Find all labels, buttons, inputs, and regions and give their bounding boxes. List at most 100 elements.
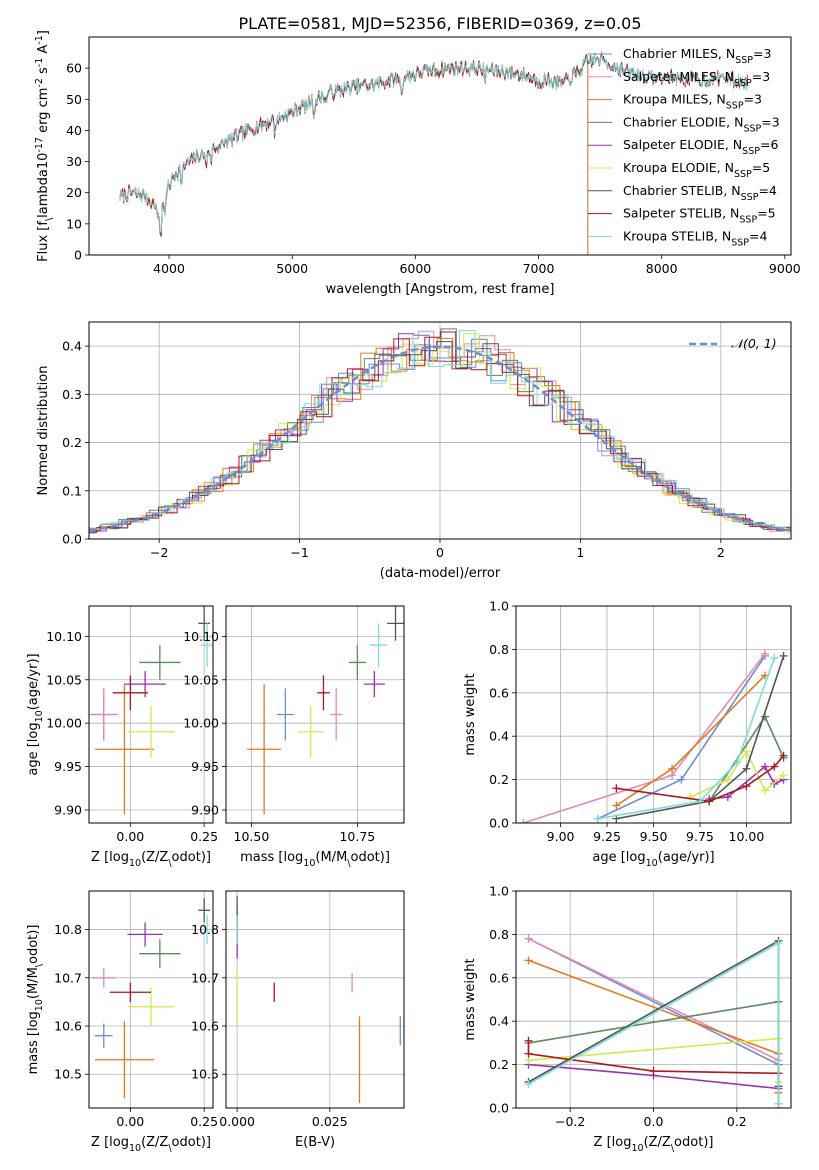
weight-marker xyxy=(612,784,621,793)
x-tick-label: 0.0 xyxy=(644,1114,664,1129)
y-tick-label: 0.4 xyxy=(489,729,509,744)
label-part: mass [log xyxy=(240,850,303,865)
label-part: =3 xyxy=(761,114,779,129)
label-part: ( xyxy=(141,1135,146,1150)
plot-area xyxy=(91,898,213,1099)
axes-frame xyxy=(88,890,214,1109)
weight-marker xyxy=(723,775,732,784)
error-bar-point xyxy=(89,688,119,741)
axes-frame xyxy=(225,605,405,824)
x-axis-label: (data-model)/error xyxy=(380,566,501,581)
y-axis-label: mass weight xyxy=(463,958,478,1040)
y-tick-label: 60 xyxy=(66,61,82,76)
weight-marker xyxy=(524,1049,533,1058)
x-tick-label: 10.75 xyxy=(339,829,375,844)
label-part: \ xyxy=(168,1143,172,1154)
x-axis-label: mass [log10(M/M\odot)] xyxy=(240,850,390,869)
label-part: SSP xyxy=(734,78,752,89)
error-bar-point xyxy=(94,684,154,815)
x-tick-label: 9.50 xyxy=(640,829,668,844)
label-part: Chabrier ELODIE, N xyxy=(623,114,743,129)
error-bar-point xyxy=(363,671,385,698)
label-part: odot xyxy=(26,935,41,964)
label-part: erg cm xyxy=(36,88,51,137)
label-part: =5 xyxy=(757,206,775,221)
label-part: M/M xyxy=(320,850,347,865)
label-part: Z [log xyxy=(91,850,129,865)
x-tick-label: −1 xyxy=(290,545,308,560)
legend-label: Chabrier ELODIE, NSSP=3 xyxy=(623,114,780,134)
weight-series-line xyxy=(616,655,785,820)
histogram-step xyxy=(89,333,791,534)
x-tick-label: −2 xyxy=(150,545,168,560)
y-tick-label: 9.95 xyxy=(191,759,219,774)
error-bar-point xyxy=(94,1023,113,1048)
weight-marker xyxy=(695,797,704,806)
label-part: E(B-V) xyxy=(295,1135,335,1150)
label-part: (data-model)/error xyxy=(380,566,501,581)
label-part: Chabrier MILES, N xyxy=(623,46,735,61)
weight-series-line xyxy=(528,1000,779,1044)
x-tick-label: 9.00 xyxy=(547,829,575,844)
label-part: SSP xyxy=(742,146,760,157)
legend-label: Salpeter MILES, NSSP=3 xyxy=(623,69,770,89)
error-bar-point xyxy=(91,968,116,988)
label-part: SSP xyxy=(741,192,759,203)
label-part: Salpeter ELODIE, N xyxy=(623,137,742,152)
x-tick-label: 0.2 xyxy=(727,1114,747,1129)
y-tick-label: 0 xyxy=(74,248,82,263)
label-part: s xyxy=(36,67,51,78)
mass-vs-ebv-panel: 0.000 0.025 10.5 10.6 10.7 10.8 E(B-V) xyxy=(191,890,405,1150)
y-axis-label: mass weight xyxy=(463,673,478,755)
x-tick-label: 10.50 xyxy=(234,829,270,844)
y-tick-label: 0.4 xyxy=(62,339,82,354)
y-tick-label: 0.0 xyxy=(62,532,82,547)
x-tick-label: 0.25 xyxy=(190,1114,218,1129)
y-tick-label: 10.5 xyxy=(191,1067,219,1082)
spectrum-panel: 4000 5000 6000 7000 8000 9000 0 10 20 30 40 50 60 wav… xyxy=(34,30,801,297)
x-tick-label: 9.25 xyxy=(593,829,621,844)
label-part: ( xyxy=(315,850,320,865)
label-part: age [log xyxy=(26,722,41,775)
y-tick-label: 0.6 xyxy=(489,970,509,985)
y-tick-label: 0.2 xyxy=(489,772,509,787)
y-tick-label: 10 xyxy=(66,216,82,231)
weight-marker xyxy=(779,751,788,760)
label-part: )] xyxy=(704,850,714,865)
plot-area xyxy=(519,649,788,823)
legend-label: 𝒩(0, 1) xyxy=(731,336,777,351)
label-part: age/yr xyxy=(26,663,41,705)
x-tick-label: 7000 xyxy=(523,261,555,276)
label-part: 10 xyxy=(129,858,141,869)
y-tick-label: 0.0 xyxy=(489,1101,509,1116)
weight-vs-metallicity-panel: −0.2 0.0 0.2 0.0 0.2 0.4 0.6 0.8 1.0 Z [log10(Z/Z… xyxy=(463,884,792,1154)
y-tick-label: 10.00 xyxy=(183,716,219,731)
legend-label: Salpeter STELIB, NSSP=5 xyxy=(623,206,776,226)
label-part: )] xyxy=(703,1135,713,1150)
weight-marker xyxy=(612,801,621,810)
label-part: \ xyxy=(44,217,55,221)
error-bar-point xyxy=(139,939,181,969)
weight-marker xyxy=(774,939,783,948)
plot-area xyxy=(89,606,213,815)
legend-label: Chabrier MILES, NSSP=3 xyxy=(623,46,771,66)
label-part: -1 xyxy=(34,35,45,44)
x-axis-label: E(B-V) xyxy=(295,1135,335,1150)
label-part: ( xyxy=(644,1135,649,1150)
weight-series-line xyxy=(527,1040,779,1075)
weight-marker xyxy=(770,654,779,663)
y-tick-label: 10.10 xyxy=(183,629,219,644)
label-part: mass weight xyxy=(463,958,478,1040)
weight-marker xyxy=(733,758,742,767)
legend-label: Kroupa STELIB, NSSP=4 xyxy=(623,228,767,248)
x-axis-label: Z [log10(Z/Z\odot)] xyxy=(594,1135,714,1154)
label-part: )] xyxy=(26,925,41,935)
figure-title: PLATE=0581, MJD=52356, FIBERID=0369, z=0… xyxy=(238,14,641,33)
label-part: =5 xyxy=(752,160,770,175)
label-part: =4 xyxy=(749,228,767,243)
axes-frame xyxy=(88,605,214,824)
weight-marker xyxy=(770,762,779,771)
y-tick-label: 0.1 xyxy=(62,483,82,498)
weight-marker xyxy=(593,814,602,823)
